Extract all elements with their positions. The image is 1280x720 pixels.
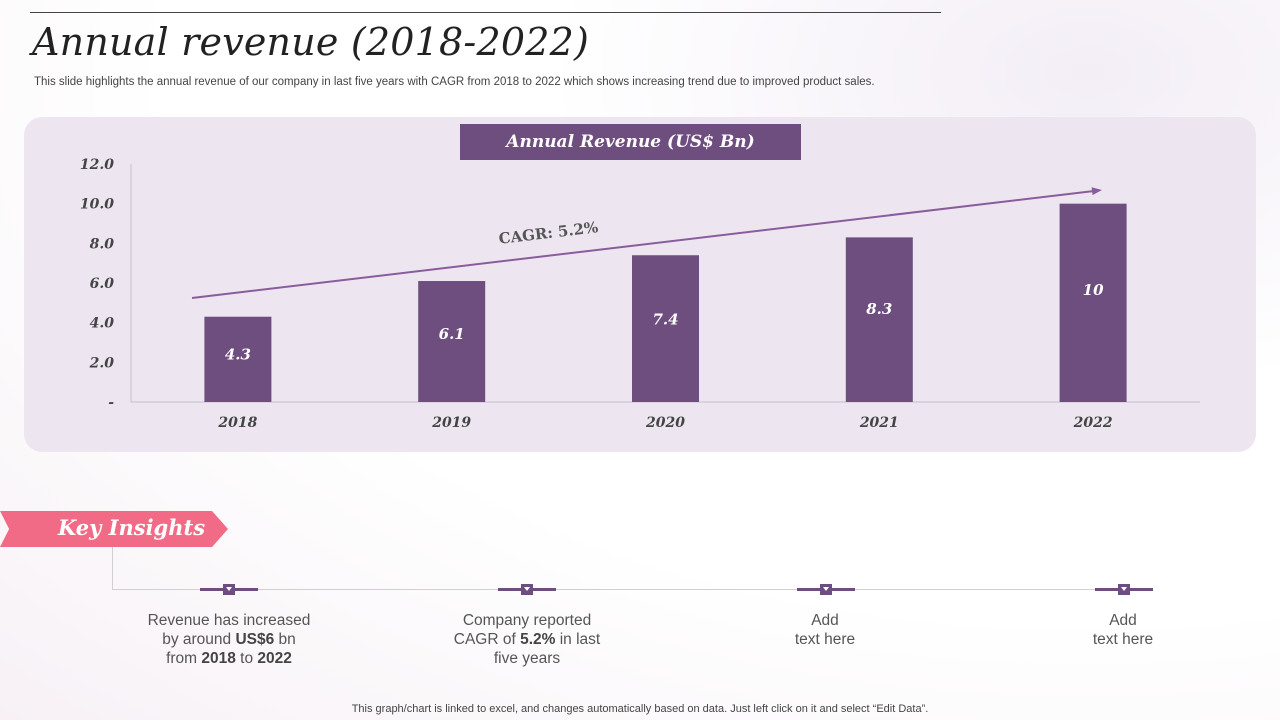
bar-value-label: 8.3 (866, 300, 892, 318)
cagr-annotation: CAGR: 5.2% (498, 218, 599, 248)
timeline-marker-4 (1095, 584, 1153, 596)
page-subtitle: This slide highlights the annual revenue… (34, 76, 875, 88)
revenue-bar-chart[interactable]: - 2.0 4.0 6.0 8.0 10.0 12.0 4.3 2018 6.1 2019 7.4 20… (0, 0, 1280, 470)
y-tick-label: 12.0 (80, 157, 114, 173)
bar-value-label: 10 (1083, 281, 1104, 299)
timeline-horizontal-line (112, 589, 1152, 590)
triangle-down-icon (226, 587, 232, 591)
insight-text-1[interactable]: Revenue has increased by around US$6 bn fr… (147, 612, 311, 667)
bar-2021[interactable] (845, 237, 913, 402)
x-tick-label: 2019 (431, 415, 471, 431)
triangle-down-icon (524, 587, 530, 591)
bar-2019[interactable] (418, 281, 486, 402)
y-tick-label: - (108, 395, 114, 411)
bar-value-label: 6.1 (439, 325, 465, 343)
timeline-marker-1 (200, 584, 258, 596)
timeline-marker-3 (797, 584, 855, 596)
key-insights-banner (0, 511, 228, 547)
timeline-marker-2 (498, 584, 556, 596)
chart-title: Annual Revenue (US$ Bn) (460, 124, 801, 160)
bar-value-label: 4.3 (225, 345, 251, 363)
y-tick-label: 4.0 (90, 316, 115, 332)
x-tick-label: 2022 (1073, 415, 1113, 431)
insight-text-4[interactable]: Add text here (1092, 612, 1154, 648)
x-tick-label: 2020 (645, 415, 685, 431)
bar-2020[interactable] (632, 255, 699, 402)
y-tick-label: 10.0 (80, 197, 114, 213)
timeline-vertical-line (112, 547, 113, 589)
y-tick-label: 6.0 (90, 276, 115, 292)
top-rule (30, 12, 941, 13)
bar-2022[interactable] (1059, 203, 1127, 402)
bar-value-label: 7.4 (652, 310, 678, 328)
footer-note: This graph/chart is linked to excel, and… (351, 703, 929, 715)
x-tick-label: 2021 (859, 415, 899, 431)
insight-text-3[interactable]: Add text here (794, 612, 856, 648)
page-title: Annual revenue (2018-2022) (32, 20, 589, 64)
y-tick-label: 2.0 (89, 355, 115, 371)
key-insights-heading: Key Insights (58, 515, 206, 540)
bar-2018[interactable] (204, 316, 272, 402)
insight-text-2[interactable]: Company reported CAGR of 5.2% in last five… (453, 612, 601, 667)
arrow-head-icon (1091, 187, 1102, 196)
triangle-down-icon (823, 587, 829, 591)
y-tick-label: 8.0 (90, 236, 115, 252)
cagr-trend-line (191, 190, 1095, 299)
x-tick-label: 2018 (217, 415, 257, 431)
triangle-down-icon (1121, 587, 1127, 591)
